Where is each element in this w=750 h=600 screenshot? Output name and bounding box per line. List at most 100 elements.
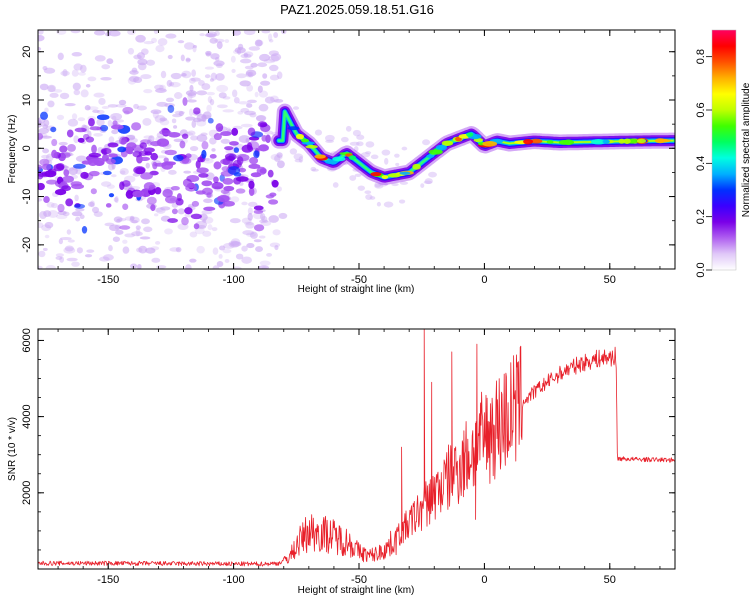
spectrogram-noise-blob xyxy=(38,197,43,202)
spectrogram-hotspot xyxy=(295,133,305,140)
spectrogram-noise-blob xyxy=(72,82,81,91)
spectrogram-noise-blob xyxy=(206,91,216,96)
spectrogram-noise-blob xyxy=(231,266,242,269)
spectrogram-noise-blob xyxy=(157,38,168,46)
spectrogram-noise-blob xyxy=(245,69,257,77)
spectrogram-noise-blob xyxy=(56,30,67,35)
spectrogram-hotspot xyxy=(623,138,631,144)
spectrogram-core-blob xyxy=(253,205,264,211)
spectrogram-core-blob xyxy=(88,170,100,177)
spectrogram-noise-blob xyxy=(196,90,208,96)
spectrogram-noise-blob xyxy=(325,134,335,142)
spectrogram-noise-blob xyxy=(160,206,171,211)
spectrogram-core-blob xyxy=(249,157,259,165)
spectrogram-noise-blob xyxy=(145,162,150,169)
colorbar-gradient xyxy=(712,30,736,270)
spectrogram-y-tick-label: -10 xyxy=(21,189,33,205)
spectrogram-noise-blob xyxy=(40,135,52,139)
colorbar-tick-label: 0.0 xyxy=(695,262,707,277)
spectrogram-noise-blob xyxy=(87,76,97,82)
spectrogram-noise-blob xyxy=(196,245,205,254)
spectrogram-core-blob xyxy=(150,152,159,161)
spectrogram-noise-blob xyxy=(99,256,110,262)
spectrogram-core-blob xyxy=(150,140,162,147)
spectrogram-core-blob xyxy=(67,144,76,152)
spectrogram-core-blob xyxy=(85,136,95,143)
snr-x-tick-label: 50 xyxy=(604,574,616,586)
spectrogram-noise-blob xyxy=(352,129,361,137)
spectrogram-core-blob xyxy=(144,151,153,156)
spectrogram-noise-blob xyxy=(151,257,161,263)
spectrogram-noise-blob xyxy=(106,58,114,65)
spectrogram-core-blob xyxy=(268,199,279,205)
spectrogram-core-blob xyxy=(59,145,68,153)
spectrogram-core-blob xyxy=(159,129,172,135)
spectrogram-noise-blob xyxy=(174,92,183,100)
spectrogram-core-blob xyxy=(197,156,204,163)
spectrogram-core-blob xyxy=(108,153,118,158)
spectrogram-noise-blob xyxy=(260,220,272,227)
spectrogram-noise-blob xyxy=(79,214,85,220)
spectrogram-noise-blob xyxy=(255,39,264,46)
spectrogram-noise-blob xyxy=(420,183,425,188)
spectrogram-noise-blob xyxy=(237,101,249,105)
spectrogram-noise-blob xyxy=(187,130,196,136)
spectrogram-noise-blob xyxy=(187,91,197,98)
spectrogram-core-blob xyxy=(119,136,128,145)
spectrogram-core-blob xyxy=(91,144,97,154)
spectrogram-noise-blob xyxy=(202,230,212,237)
spectrogram-noise-blob xyxy=(38,265,43,269)
spectrogram-noise-blob xyxy=(150,37,157,43)
spectrogram-noise-blob xyxy=(255,114,267,122)
spectrogram-core-blob xyxy=(81,225,88,234)
spectrogram-noise-blob xyxy=(71,261,80,267)
spectrogram-noise-blob xyxy=(101,105,110,109)
spectrogram-core-blob xyxy=(38,132,44,140)
spectrogram-core-blob xyxy=(224,146,234,151)
spectrogram-core-blob xyxy=(88,117,95,127)
spectrogram-noise-blob xyxy=(185,90,197,96)
spectrogram-noise-blob xyxy=(168,169,177,175)
spectrogram-noise-blob xyxy=(70,30,81,34)
spectrogram-noise-blob xyxy=(141,218,150,225)
spectrogram-hotspot xyxy=(654,138,667,144)
spectrogram-noise-blob xyxy=(43,67,56,74)
spectrogram-hotspot xyxy=(530,138,543,144)
spectrogram-noise-blob xyxy=(129,215,135,221)
spectrogram-core-blob xyxy=(201,180,213,187)
spectrogram-core-blob xyxy=(201,149,207,159)
spectrogram-noise-blob xyxy=(383,201,394,208)
spectrogram-noise-blob xyxy=(115,229,124,235)
spectrogram-core-blob xyxy=(65,198,74,207)
spectrogram-noise-blob xyxy=(240,58,252,64)
spectrogram-noise-blob xyxy=(247,99,257,104)
spectrogram-noise-blob xyxy=(177,208,185,215)
spectrogram-noise-blob xyxy=(210,72,218,81)
spectrogram-noise-blob xyxy=(365,151,372,155)
spectrogram-noise-blob xyxy=(86,249,95,253)
spectrogram-noise-blob xyxy=(258,235,266,239)
spectrogram-noise-blob xyxy=(230,238,241,246)
spectrogram-noise-blob xyxy=(206,104,212,113)
spectrogram-x-axis: -150 -100 -50 0 50 xyxy=(57,30,661,286)
spectrogram-noise-blob xyxy=(64,165,69,169)
spectrogram-noise-blob xyxy=(209,98,215,106)
spectrogram-noise-blob xyxy=(107,119,113,127)
spectrogram-core-blob xyxy=(253,224,265,232)
spectrogram-core-blob xyxy=(108,193,115,198)
spectrogram-noise-blob xyxy=(204,66,215,70)
spectrogram-hotspot xyxy=(428,149,443,155)
spectrogram-noise-blob xyxy=(166,79,173,87)
spectrogram-noise-blob xyxy=(193,117,202,123)
spectrogram-noise-blob xyxy=(257,85,263,93)
spectrogram-x-tick-label: 50 xyxy=(604,274,616,286)
spectrogram-noise-blob xyxy=(247,71,254,78)
spectrogram-noise-blob xyxy=(222,109,235,113)
spectrogram-core-blob xyxy=(195,160,201,169)
spectrogram-noise-blob xyxy=(143,88,153,94)
spectrogram-noise-blob xyxy=(257,62,268,68)
spectrogram-noise-blob xyxy=(92,109,100,114)
spectrogram-noise-blob xyxy=(232,30,242,36)
spectrogram-core-blob xyxy=(125,189,134,199)
spectrogram-core-blob xyxy=(179,140,186,149)
